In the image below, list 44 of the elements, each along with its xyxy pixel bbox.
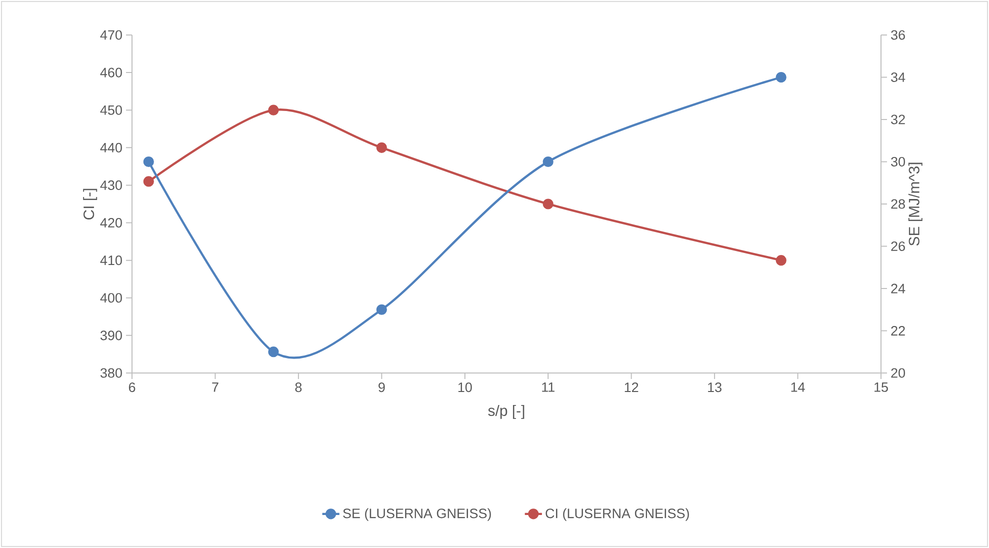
x-axis-title: s/p [-] [488, 404, 524, 419]
y2-tick-label: 36 [891, 30, 905, 40]
y-tick-label: 400 [100, 293, 122, 303]
point [542, 156, 554, 168]
y2-tick-label: 28 [891, 199, 905, 209]
point [542, 198, 554, 210]
y-axis-title: CI [-] [83, 188, 98, 220]
y2-tick-label: 24 [891, 284, 906, 294]
x-tick-label: 13 [708, 382, 722, 392]
x-tick-label: 12 [624, 382, 638, 392]
y-tick-label: 460 [100, 68, 122, 78]
y2-tick-label: 22 [891, 326, 905, 336]
point [268, 104, 279, 116]
point [143, 176, 154, 187]
x-tick-label: 9 [378, 382, 385, 392]
x-tick-label: 14 [791, 382, 805, 392]
x-tick-label: 6 [128, 382, 136, 392]
y2-tick-label: 20 [891, 368, 906, 378]
x-tick-label: 7 [212, 382, 218, 392]
y-tick-label: 450 [100, 105, 122, 115]
y-tick-label: 430 [100, 180, 122, 190]
y-tick-label: 390 [100, 330, 122, 340]
y-tick-label: 410 [100, 256, 122, 266]
y-tick-label: 440 [100, 142, 122, 152]
x-tick-label: 8 [295, 382, 302, 392]
x-tick-label: 11 [542, 382, 554, 392]
point [776, 255, 786, 266]
point [376, 304, 387, 315]
y2-tick-label: 34 [891, 72, 906, 82]
y-tick-label: 420 [100, 218, 122, 228]
y-tick-label: 380 [100, 368, 122, 378]
legend-label: CI (LUSERNA GNEISS) [546, 508, 689, 521]
y2-axis-title: SE [MJ/m^3] [908, 162, 922, 246]
point [776, 72, 786, 83]
y-tick-label: 470 [100, 30, 122, 40]
point [376, 142, 387, 153]
x-tick-label: 10 [458, 382, 472, 392]
y2-tick-label: 26 [891, 241, 905, 252]
x-tick-label: 15 [874, 382, 888, 392]
point [268, 346, 279, 358]
y2-tick-label: 30 [891, 156, 906, 167]
point [143, 156, 154, 168]
y2-tick-label: 32 [891, 114, 905, 124]
legend-label: SE (LUSERNA GNEISS) [343, 508, 491, 521]
